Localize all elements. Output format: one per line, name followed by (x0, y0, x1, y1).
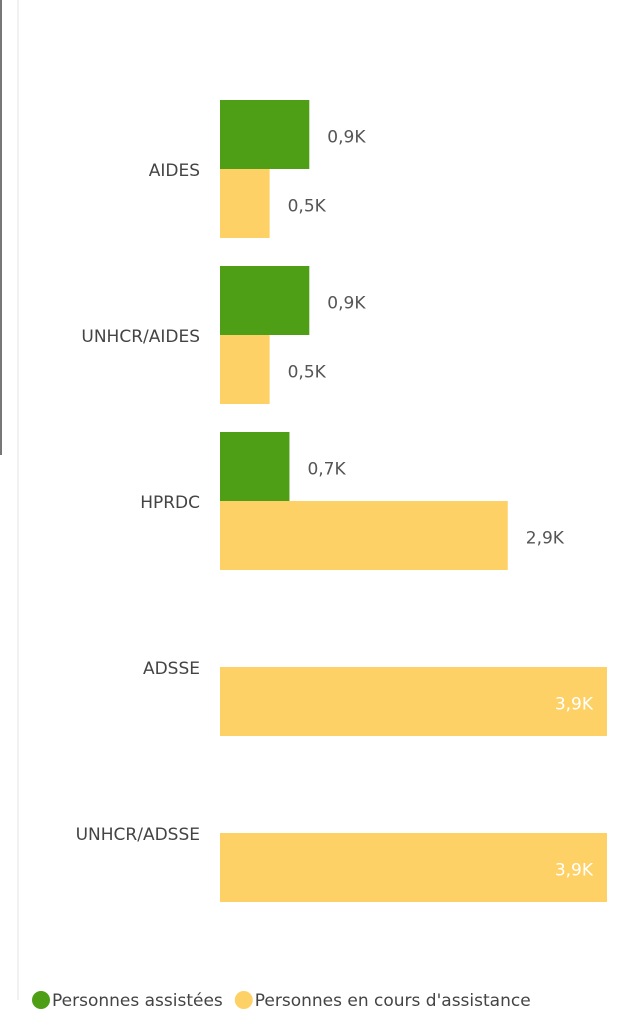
data-label: 3,9K (555, 861, 594, 881)
bar (220, 266, 310, 335)
data-label: 0,9K (327, 128, 366, 148)
data-label: 3,9K (555, 695, 594, 715)
bar (220, 100, 310, 169)
data-label: 0,5K (288, 363, 327, 383)
y-tick-label: ADSSE (143, 659, 200, 679)
bar (220, 432, 290, 501)
bar (220, 169, 270, 238)
legend-label: Personnes assistées (52, 991, 223, 1011)
legend-marker (234, 991, 253, 1009)
legend-marker (32, 991, 50, 1009)
bar (220, 667, 607, 736)
y-tick-label: HPRDC (140, 493, 200, 513)
bar (220, 335, 270, 404)
bar (220, 833, 607, 902)
legend-label: Personnes en cours d'assistance (255, 991, 531, 1011)
y-tick-label: AIDES (149, 161, 200, 181)
data-label: 0,5K (288, 197, 327, 217)
data-label: 0,7K (307, 460, 346, 480)
y-tick-label: UNHCR/AIDES (81, 327, 200, 347)
y-tick-label: UNHCR/ADSSE (76, 825, 200, 845)
data-label: 0,9K (327, 294, 366, 314)
bar (220, 501, 508, 570)
data-label: 2,9K (526, 529, 565, 549)
